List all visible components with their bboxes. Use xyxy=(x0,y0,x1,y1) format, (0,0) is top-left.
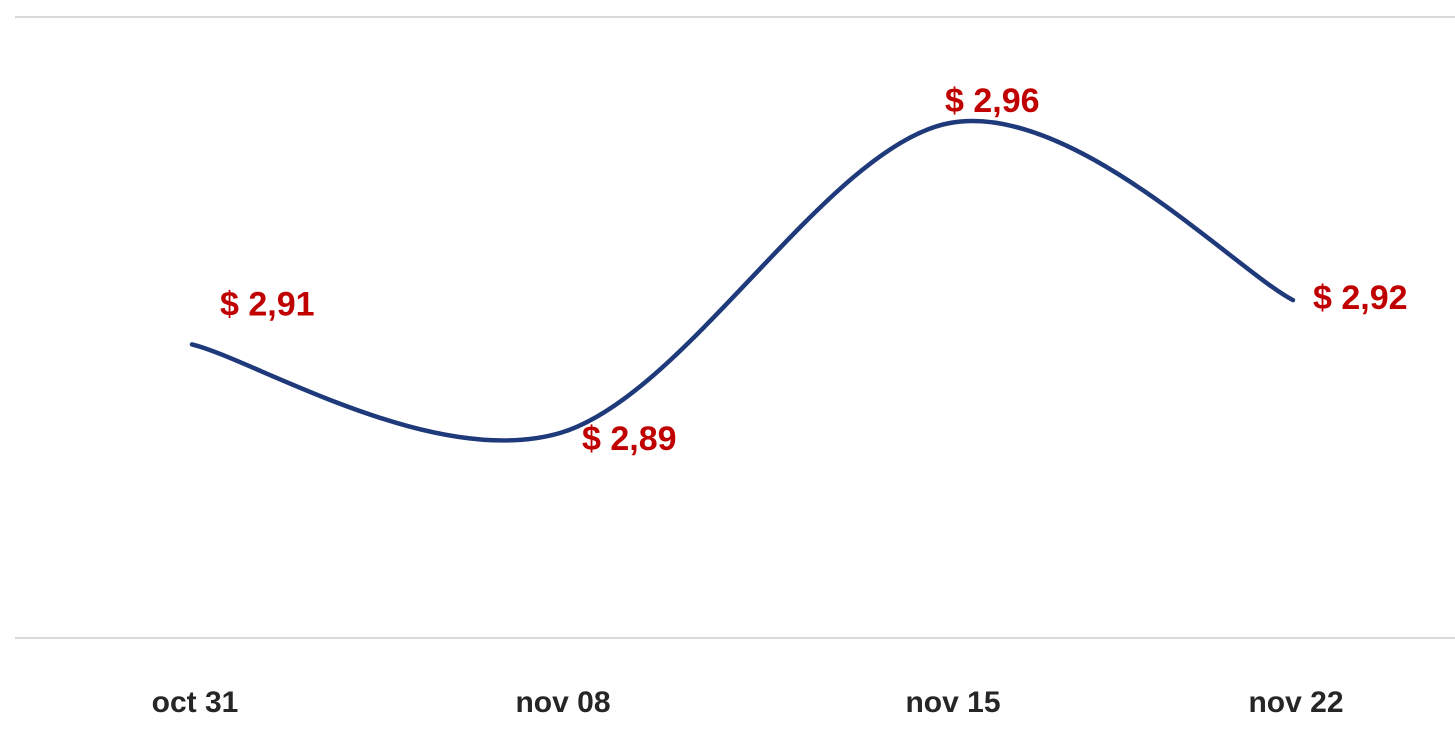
data-label-nov-15: $ 2,96 xyxy=(945,82,1040,120)
data-label-nov-08: $ 2,89 xyxy=(582,420,677,458)
x-tick-oct-31: oct 31 xyxy=(152,686,239,719)
data-label-nov-22: $ 2,92 xyxy=(1313,279,1408,317)
x-tick-nov-22: nov 22 xyxy=(1248,686,1343,719)
data-labels: $ 2,91 $ 2,89 $ 2,96 $ 2,92 xyxy=(220,82,1408,458)
data-label-oct-31: $ 2,91 xyxy=(220,285,315,323)
x-tick-nov-08: nov 08 xyxy=(515,686,610,719)
price-series-line xyxy=(189,118,1296,443)
x-tick-nov-15: nov 15 xyxy=(905,686,1000,719)
x-axis-tick-labels: oct 31 nov 08 nov 15 nov 22 xyxy=(152,686,1344,719)
